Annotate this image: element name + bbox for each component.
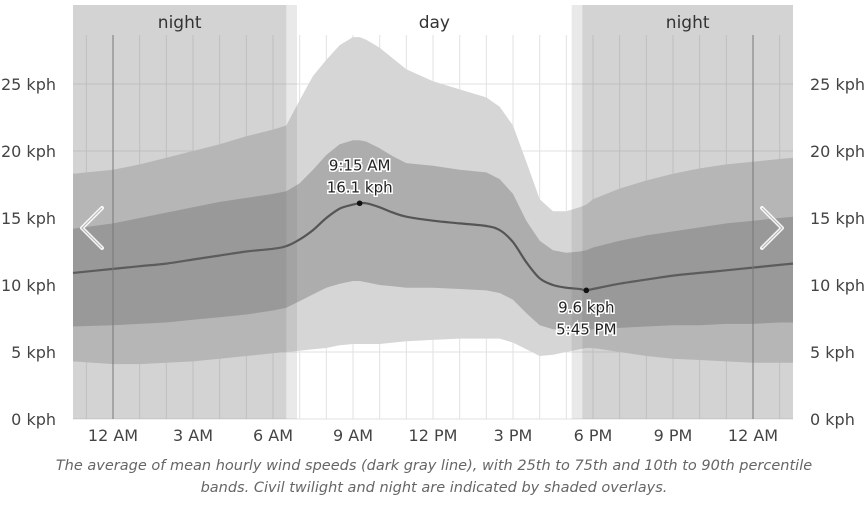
- y-tick-label-left: 10 kph: [1, 276, 56, 295]
- twilight-overlay: [571, 5, 583, 419]
- x-tick-label: 6 AM: [253, 426, 293, 445]
- chevron-right-icon: [760, 206, 784, 250]
- previous-chart-button[interactable]: [72, 200, 112, 256]
- percentile-band-25-75: [73, 140, 793, 331]
- annotation-label: 5:45 PM: [556, 320, 616, 338]
- annotation-label: 9:15 AM: [329, 156, 391, 174]
- y-tick-label-right: 10 kph: [810, 276, 865, 295]
- x-tick-label: 3 PM: [494, 426, 533, 445]
- y-tick-label-right: 0 kph: [810, 410, 855, 429]
- y-tick-label-right: 5 kph: [810, 343, 855, 362]
- y-tick-label-left: 25 kph: [1, 75, 56, 94]
- annotation-point: [356, 200, 363, 207]
- night-overlay: [73, 5, 287, 419]
- x-tick-label: 6 PM: [574, 426, 613, 445]
- x-tick-label: 3 AM: [173, 426, 213, 445]
- x-tick-label: 12 PM: [409, 426, 458, 445]
- y-tick-label-right: 25 kph: [810, 75, 865, 94]
- next-chart-button[interactable]: [752, 200, 792, 256]
- chart-caption: The average of mean hourly wind speeds (…: [55, 458, 813, 496]
- chart-svg: night day night 0 kph 0 kph 5 kph 5 kph 10 kph 1…: [1, 5, 865, 445]
- y-tick-label-left: 5 kph: [11, 343, 56, 362]
- x-tick-label: 9 AM: [333, 426, 373, 445]
- annotation-label: 16.1 kph: [327, 178, 393, 196]
- y-tick-label-right: 15 kph: [810, 209, 865, 228]
- annotation-point: [583, 287, 590, 294]
- twilight-overlay: [286, 5, 297, 419]
- chevron-left-icon: [80, 206, 104, 250]
- mean-wind-speed-line: [72, 201, 794, 292]
- x-tick-label: 9 PM: [654, 426, 693, 445]
- band-label-night: night: [666, 13, 710, 33]
- annotation-label: 9.6 kph: [558, 298, 614, 316]
- y-tick-label-left: 20 kph: [1, 142, 56, 161]
- y-tick-label-right: 20 kph: [810, 142, 865, 161]
- x-tick-label: 12 AM: [728, 426, 778, 445]
- band-label-night: night: [158, 13, 202, 33]
- x-tick-label: 12 AM: [88, 426, 138, 445]
- y-tick-label-left: 0 kph: [11, 410, 56, 429]
- band-label-day: day: [419, 13, 450, 33]
- y-tick-label-left: 15 kph: [1, 209, 56, 228]
- night-overlay: [582, 5, 793, 419]
